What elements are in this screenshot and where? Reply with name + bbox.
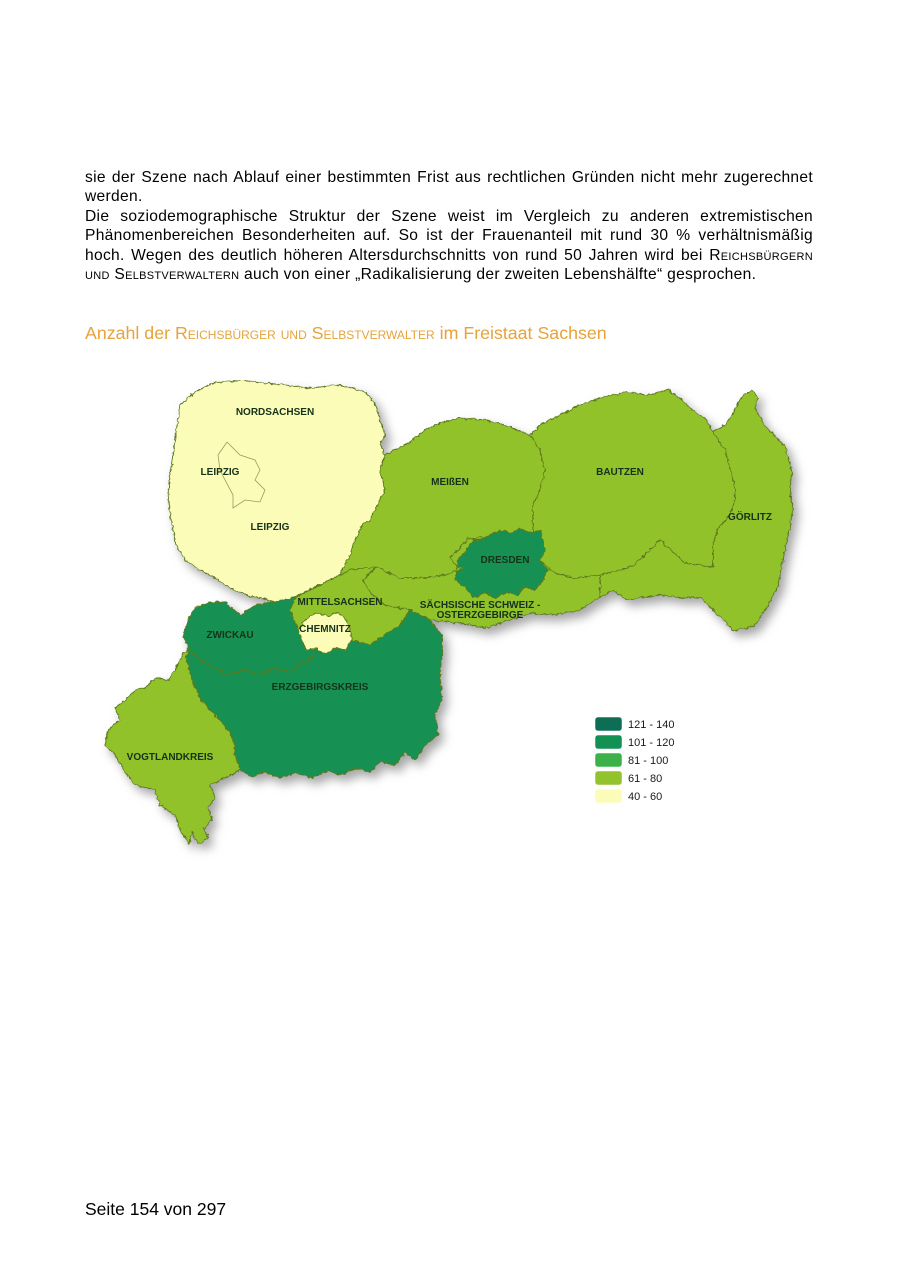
svg-text:LEIPZIG: LEIPZIG (251, 522, 290, 533)
svg-text:61 - 80: 61 - 80 (628, 773, 662, 785)
svg-text:81 - 100: 81 - 100 (628, 755, 668, 767)
svg-text:121 - 140: 121 - 140 (628, 719, 674, 731)
svg-text:ERZGEBIRGSKREIS: ERZGEBIRGSKREIS (272, 682, 369, 693)
svg-text:VOGTLANDKREIS: VOGTLANDKREIS (127, 752, 214, 763)
svg-text:40 - 60: 40 - 60 (628, 791, 662, 803)
svg-text:LEIPZIG: LEIPZIG (201, 467, 240, 478)
svg-text:GÖRLITZ: GÖRLITZ (728, 510, 772, 523)
svg-text:OSTERZGEBIRGE: OSTERZGEBIRGE (437, 610, 524, 621)
svg-text:BAUTZEN: BAUTZEN (596, 467, 644, 478)
svg-text:MEIßEN: MEIßEN (431, 477, 469, 488)
svg-text:MITTELSACHSEN: MITTELSACHSEN (298, 597, 383, 608)
svg-text:101 - 120: 101 - 120 (628, 737, 674, 749)
svg-text:NORDSACHSEN: NORDSACHSEN (236, 407, 314, 418)
svg-text:DRESDEN: DRESDEN (481, 555, 530, 566)
svg-text:CHEMNITZ: CHEMNITZ (299, 624, 351, 635)
svg-text:ZWICKAU: ZWICKAU (206, 630, 253, 641)
